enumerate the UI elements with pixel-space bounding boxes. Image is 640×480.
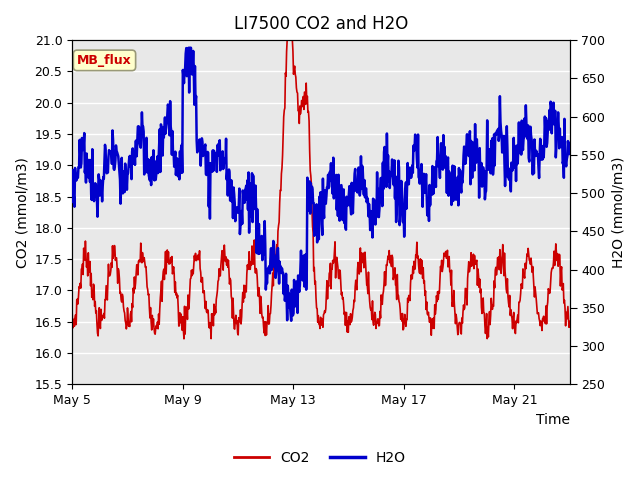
Y-axis label: CO2 (mmol/m3): CO2 (mmol/m3) [15,157,29,268]
Title: LI7500 CO2 and H2O: LI7500 CO2 and H2O [234,15,408,33]
Y-axis label: H2O (mmol/m3): H2O (mmol/m3) [611,156,625,268]
Legend: CO2, H2O: CO2, H2O [228,445,412,471]
X-axis label: Time: Time [536,413,570,427]
Text: MB_flux: MB_flux [77,54,132,67]
